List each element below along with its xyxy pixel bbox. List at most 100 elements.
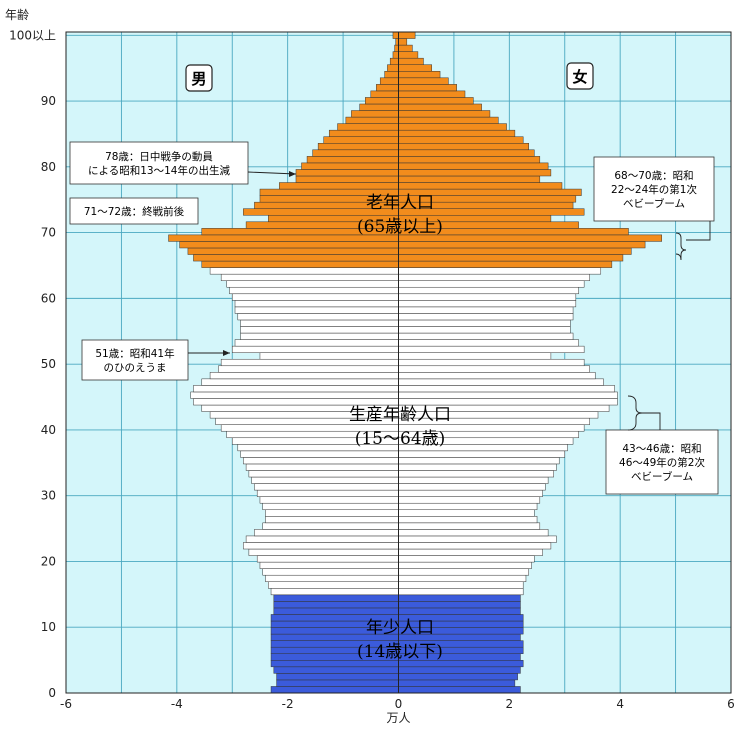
female-bar-age-54 <box>398 332 574 340</box>
male-bar-age-67 <box>187 247 399 255</box>
male-bar-age-55 <box>240 326 399 334</box>
plot-frame <box>65 31 732 694</box>
female-bar-age-57 <box>398 313 574 321</box>
female-bar-age-79 <box>398 169 552 177</box>
female-bar-age-27 <box>398 509 535 517</box>
y-tick-label: 90 <box>41 94 56 108</box>
female-bar-age-22 <box>398 542 552 550</box>
male-bar-age-27 <box>265 509 399 517</box>
female-bar-age-61 <box>398 286 579 295</box>
female-bar-age-13 <box>398 601 521 609</box>
svg-text:年少人口: 年少人口 <box>366 618 434 638</box>
x-tick-label: -6 <box>60 697 72 711</box>
male-bar-age-88 <box>351 110 399 118</box>
female-bar-age-20 <box>398 555 535 563</box>
female-bar-age-28 <box>398 502 538 511</box>
y-axis-label: 年齢 <box>5 7 29 22</box>
female-bar-age-90 <box>398 97 474 105</box>
female-bar-age-46 <box>398 385 615 393</box>
female-bar-age-81 <box>398 156 541 164</box>
female-bar-age-49 <box>398 365 590 373</box>
male-bar-age-96 <box>389 57 399 65</box>
male-bar-age-1 <box>276 679 399 687</box>
male-bar-age-59 <box>234 300 399 308</box>
male-bar-age-0 <box>270 686 399 694</box>
svg-text:(14歳以下): (14歳以下) <box>357 642 443 662</box>
female-bar-age-2 <box>398 673 518 681</box>
male-bar-age-87 <box>345 116 399 124</box>
group-label-young: 年少人口 (14歳以下) <box>357 618 443 662</box>
male-bar-age-57 <box>237 313 399 321</box>
male-bar-age-60 <box>232 293 399 301</box>
male-bar-age-65 <box>201 260 399 268</box>
male-bar-age-93 <box>379 77 399 85</box>
female-bar-age-19 <box>398 561 532 569</box>
female-bar-age-64 <box>398 267 602 275</box>
female-bar-age-92 <box>398 84 457 92</box>
female-bar-age-78 <box>398 175 541 183</box>
male-bar-age-61 <box>229 286 399 295</box>
female-bar-age-93 <box>398 77 449 85</box>
female-bar-age-18 <box>398 568 529 576</box>
female-bar-age-80 <box>398 162 549 170</box>
female-bar-age-45 <box>398 391 618 399</box>
svg-text:生産年齢人口: 生産年齢人口 <box>349 405 451 425</box>
female-bar-age-88 <box>398 110 491 118</box>
female-bar-age-62 <box>398 280 585 288</box>
female-bar-age-34 <box>398 463 557 471</box>
female-bar-age-63 <box>398 273 590 281</box>
svg-text:女: 女 <box>572 68 587 86</box>
female-bar-age-24 <box>398 529 549 537</box>
svg-text:男: 男 <box>191 70 206 88</box>
male-bar-age-48 <box>209 372 399 380</box>
female-bar-age-83 <box>398 143 529 151</box>
female-bar-age-85 <box>398 129 516 137</box>
male-bar-age-29 <box>259 496 399 504</box>
female-bar-age-0 <box>398 686 521 694</box>
male-bar-age-22 <box>243 542 399 550</box>
svg-text:老年人口: 老年人口 <box>366 193 434 213</box>
y-tick-label: 30 <box>41 489 56 503</box>
male-bar-age-85 <box>328 129 399 137</box>
male-bar-age-32 <box>251 476 399 484</box>
male-bar-age-49 <box>218 365 399 373</box>
male-bar-age-30 <box>256 489 399 497</box>
group-label-working: 生産年齢人口 (15～64歳) <box>349 405 451 449</box>
svg-text:(15～64歳): (15～64歳) <box>355 429 446 449</box>
female-bar-age-66 <box>398 254 624 262</box>
female-bar-age-55 <box>398 326 571 334</box>
male-bar-age-80 <box>301 162 399 170</box>
y-tick-label: 70 <box>41 226 56 240</box>
male-bar-age-23 <box>245 535 399 543</box>
female-bar-age-87 <box>398 116 499 124</box>
male-bar-age-33 <box>248 470 399 478</box>
male-bar-age-92 <box>376 84 399 92</box>
female-bar-age-31 <box>398 483 546 491</box>
male-bar-age-81 <box>306 156 399 164</box>
male-bar-age-89 <box>359 103 399 111</box>
svg-text:51歳：昭和41年: 51歳：昭和41年 <box>95 347 174 360</box>
female-bar-age-65 <box>398 260 613 268</box>
female-bar-age-99 <box>398 38 408 46</box>
female-bar-age-52 <box>398 345 585 353</box>
male-bar-age-95 <box>387 64 399 72</box>
svg-text:ベビーブーム: ベビーブーム <box>631 470 693 483</box>
male-bar-age-36 <box>240 450 399 458</box>
y-tick-label: 100以上 <box>9 28 56 42</box>
female-bar-age-26 <box>398 516 538 524</box>
female-bar-age-100 <box>398 31 416 39</box>
female-bar-age-32 <box>398 476 549 484</box>
svg-text:ベビーブーム: ベビーブーム <box>623 197 685 210</box>
y-tick-label: 20 <box>41 554 56 568</box>
female-bar-age-89 <box>398 103 482 111</box>
male-bar-age-46 <box>193 385 399 393</box>
male-bar-age-24 <box>254 529 399 537</box>
male-bar-age-86 <box>337 123 399 131</box>
male-bar-age-15 <box>270 588 399 596</box>
female-bar-age-33 <box>398 470 554 478</box>
male-bar-age-50 <box>220 358 399 367</box>
female-bar-age-97 <box>398 51 419 59</box>
